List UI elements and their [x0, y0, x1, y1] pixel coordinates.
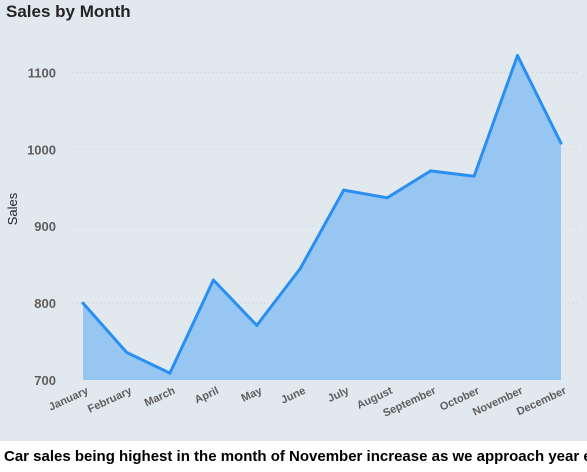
x-tick-label: December — [515, 385, 569, 419]
sales-area-fill — [83, 55, 561, 380]
chart-caption: Car sales being highest in the month of … — [4, 448, 587, 465]
data-point-march[interactable] — [168, 371, 172, 375]
data-point-september[interactable] — [429, 169, 433, 173]
data-point-may[interactable] — [255, 323, 259, 327]
y-tick-label: 700 — [34, 373, 56, 388]
data-point-december[interactable] — [559, 141, 563, 145]
x-tick-label: May — [240, 384, 265, 404]
data-point-june[interactable] — [298, 267, 302, 271]
data-point-august[interactable] — [385, 196, 389, 200]
y-tick-label: 1000 — [27, 142, 56, 157]
data-point-july[interactable] — [342, 188, 346, 192]
x-tick-label: February — [86, 384, 135, 415]
data-point-february[interactable] — [124, 350, 128, 354]
x-tick-label: January — [47, 384, 91, 413]
sales-series-line — [81, 54, 563, 375]
x-tick-label: June — [279, 385, 307, 407]
x-tick-label: March — [143, 385, 178, 410]
gridlines — [72, 71, 580, 304]
y-tick-label: 1100 — [28, 65, 56, 80]
data-point-october[interactable] — [472, 174, 476, 178]
data-points — [81, 54, 563, 375]
y-axis-label: Sales — [5, 192, 20, 225]
data-point-november[interactable] — [516, 54, 520, 58]
y-axis-ticks: 700 800 900 1000 1100 — [27, 65, 56, 388]
y-tick-label: 800 — [34, 296, 56, 311]
x-tick-label: July — [326, 384, 352, 405]
data-point-january[interactable] — [81, 301, 85, 305]
y-tick-label: 900 — [34, 219, 56, 234]
chart-title: Sales by Month — [6, 2, 131, 21]
data-point-april[interactable] — [211, 278, 215, 282]
x-tick-label: April — [193, 385, 221, 406]
